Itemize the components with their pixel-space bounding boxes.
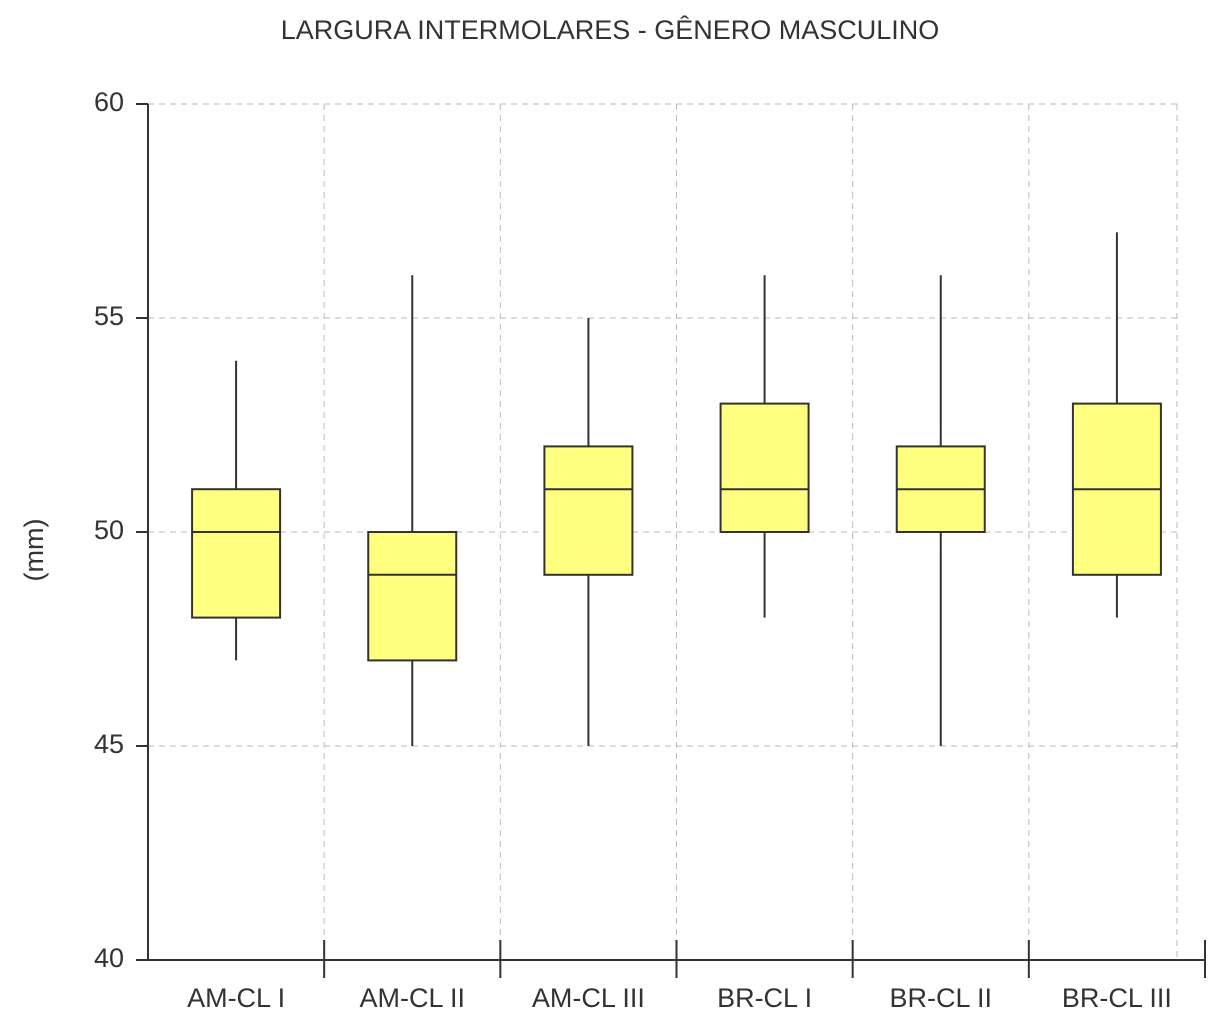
x-tick-label: AM-CL I [187, 983, 285, 1013]
chart-title: LARGURA INTERMOLARES - GÊNERO MASCULINO [281, 14, 940, 45]
x-tick-label: BR-CL III [1062, 983, 1172, 1013]
x-tick-label: AM-CL III [532, 983, 645, 1013]
box [367, 531, 458, 662]
box [719, 402, 810, 533]
y-axis-label: (mm) [19, 519, 49, 582]
box [191, 488, 282, 619]
x-tick-label: AM-CL II [359, 983, 465, 1013]
y-tick-label: 50 [94, 515, 124, 545]
y-tick-label: 60 [94, 87, 124, 117]
box [543, 445, 634, 576]
y-tick-label: 55 [94, 301, 124, 331]
x-tick-label: BR-CL II [889, 983, 992, 1013]
y-tick-label: 40 [94, 943, 124, 973]
y-tick-label: 45 [94, 729, 124, 759]
x-tick-label: BR-CL I [717, 983, 812, 1013]
